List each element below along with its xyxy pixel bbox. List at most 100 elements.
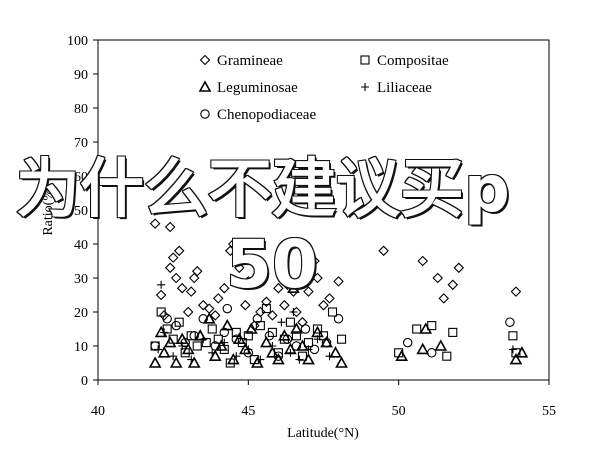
point-gramineae bbox=[158, 310, 170, 321]
point-gramineae bbox=[261, 296, 272, 308]
legend-marker-compositae bbox=[360, 55, 370, 65]
data-points bbox=[148, 218, 529, 368]
point-gramineae bbox=[243, 276, 254, 287]
point-gramineae bbox=[255, 306, 266, 318]
point-liliaceae bbox=[304, 345, 313, 354]
point-chenopodiaceae bbox=[180, 337, 190, 348]
point-chenopodiaceae bbox=[309, 344, 320, 355]
point-leguminosae bbox=[434, 339, 448, 351]
point-gramineae bbox=[173, 245, 185, 257]
point-chenopodiaceae bbox=[210, 341, 221, 351]
y-tick-label: 30 bbox=[74, 272, 88, 287]
point-compositae bbox=[231, 327, 241, 337]
point-leguminosae bbox=[244, 322, 258, 334]
point-chenopodiaceae bbox=[402, 337, 413, 348]
point-chenopodiaceae bbox=[264, 331, 275, 341]
x-tick-label: 40 bbox=[91, 404, 105, 419]
point-liliaceae bbox=[508, 345, 517, 354]
y-tick-label: 80 bbox=[74, 102, 88, 117]
point-leguminosae bbox=[335, 356, 348, 368]
point-chenopodiaceae bbox=[222, 303, 233, 314]
y-tick-label: 0 bbox=[81, 374, 88, 389]
point-gramineae bbox=[191, 265, 203, 277]
point-gramineae bbox=[167, 252, 179, 263]
point-gramineae bbox=[188, 272, 200, 284]
point-leguminosae bbox=[419, 322, 433, 334]
point-gramineae bbox=[432, 272, 444, 284]
point-leguminosae bbox=[202, 312, 216, 324]
point-chenopodiaceae bbox=[291, 341, 302, 351]
point-compositae bbox=[427, 321, 437, 331]
point-gramineae bbox=[228, 238, 239, 250]
point-chenopodiaceae bbox=[300, 324, 311, 334]
point-gramineae bbox=[279, 299, 290, 311]
point-compositae bbox=[297, 351, 308, 361]
legend-marker-gramineae bbox=[199, 54, 211, 66]
point-chenopodiaceae bbox=[505, 317, 515, 327]
point-gramineae bbox=[182, 306, 194, 318]
legend-label-liliaceae: Liliaceae bbox=[377, 80, 432, 96]
point-gramineae bbox=[312, 272, 323, 284]
point-gramineae bbox=[303, 286, 314, 297]
point-leguminosae bbox=[272, 352, 285, 365]
point-liliaceae bbox=[169, 352, 178, 361]
point-compositae bbox=[312, 324, 323, 334]
point-gramineae bbox=[267, 310, 278, 321]
point-compositae bbox=[327, 307, 338, 317]
legend-marker-liliaceae bbox=[361, 83, 369, 91]
y-tick-label: 40 bbox=[74, 238, 88, 253]
point-chenopodiaceae bbox=[231, 334, 242, 344]
point-chenopodiaceae bbox=[219, 327, 230, 338]
point-chenopodiaceae bbox=[150, 341, 160, 351]
point-leguminosae bbox=[157, 346, 171, 358]
x-tick-label: 45 bbox=[241, 404, 255, 419]
legend-label-gramineae: Gramineae bbox=[217, 53, 283, 69]
point-liliaceae bbox=[220, 338, 229, 347]
y-tick-label: 70 bbox=[74, 136, 88, 151]
point-gramineae bbox=[324, 293, 335, 304]
point-gramineae bbox=[417, 255, 428, 267]
point-compositae bbox=[207, 324, 217, 334]
y-tick-label: 10 bbox=[74, 340, 88, 355]
point-liliaceae bbox=[232, 352, 241, 361]
point-liliaceae bbox=[268, 342, 277, 350]
point-gramineae bbox=[510, 286, 522, 297]
y-axis-label: Ratio(%) bbox=[41, 184, 56, 236]
point-leguminosae bbox=[266, 346, 279, 358]
point-compositae bbox=[201, 338, 211, 348]
point-gramineae bbox=[297, 316, 308, 328]
point-compositae bbox=[336, 334, 347, 344]
point-gramineae bbox=[225, 245, 236, 257]
point-liliaceae bbox=[199, 335, 208, 344]
point-leguminosae bbox=[163, 335, 177, 348]
point-liliaceae bbox=[208, 348, 217, 357]
point-compositae bbox=[156, 307, 166, 317]
point-chenopodiaceae bbox=[273, 351, 284, 361]
legend-label-chenopodiaceae: Chenopodiaceae bbox=[217, 107, 316, 123]
point-gramineae bbox=[164, 221, 176, 233]
x-tick-label: 55 bbox=[542, 404, 556, 419]
point-leguminosae bbox=[329, 346, 342, 358]
point-liliaceae bbox=[256, 355, 265, 364]
point-compositae bbox=[448, 327, 458, 337]
point-gramineae bbox=[333, 276, 344, 287]
point-chenopodiaceae bbox=[243, 348, 254, 358]
point-compositae bbox=[162, 324, 172, 334]
y-tick-label: 90 bbox=[74, 68, 88, 83]
point-chenopodiaceae bbox=[162, 314, 172, 324]
point-compositae bbox=[508, 331, 518, 341]
y-tick-label: 50 bbox=[74, 204, 88, 219]
point-chenopodiaceae bbox=[252, 314, 263, 324]
y-tick-label: 60 bbox=[74, 170, 88, 185]
point-leguminosae bbox=[296, 339, 309, 351]
point-chenopodiaceae bbox=[198, 314, 208, 324]
point-compositae bbox=[174, 317, 184, 327]
point-compositae bbox=[442, 351, 452, 361]
point-gramineae bbox=[185, 286, 197, 297]
overlay-title-text: 为什么不建议买p bbox=[15, 153, 511, 227]
point-chenopodiaceae bbox=[321, 337, 332, 348]
point-gramineae bbox=[234, 262, 245, 274]
point-gramineae bbox=[282, 279, 293, 291]
point-liliaceae bbox=[286, 348, 295, 357]
point-gramineae bbox=[212, 293, 224, 304]
